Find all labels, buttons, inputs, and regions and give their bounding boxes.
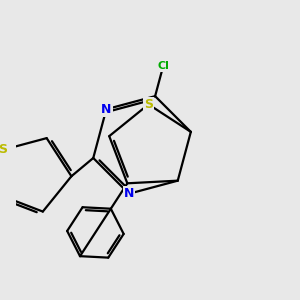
Text: N: N <box>101 103 112 116</box>
Text: S: S <box>144 98 153 111</box>
Text: S: S <box>0 143 7 156</box>
Text: Cl: Cl <box>157 61 169 71</box>
Text: N: N <box>124 187 134 200</box>
